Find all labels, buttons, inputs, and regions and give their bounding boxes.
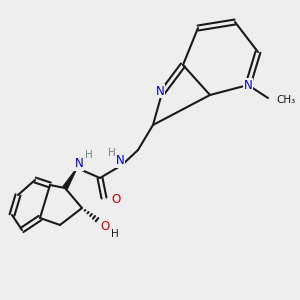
Text: H: H (111, 229, 119, 239)
Text: N: N (244, 79, 252, 92)
Text: H: H (85, 150, 93, 160)
Polygon shape (63, 168, 77, 189)
Text: CH₃: CH₃ (276, 95, 295, 105)
Text: N: N (116, 154, 124, 167)
Text: O: O (111, 194, 121, 206)
Text: N: N (75, 158, 83, 170)
Text: N: N (156, 85, 164, 98)
Text: H: H (108, 148, 116, 158)
Text: O: O (100, 220, 109, 233)
